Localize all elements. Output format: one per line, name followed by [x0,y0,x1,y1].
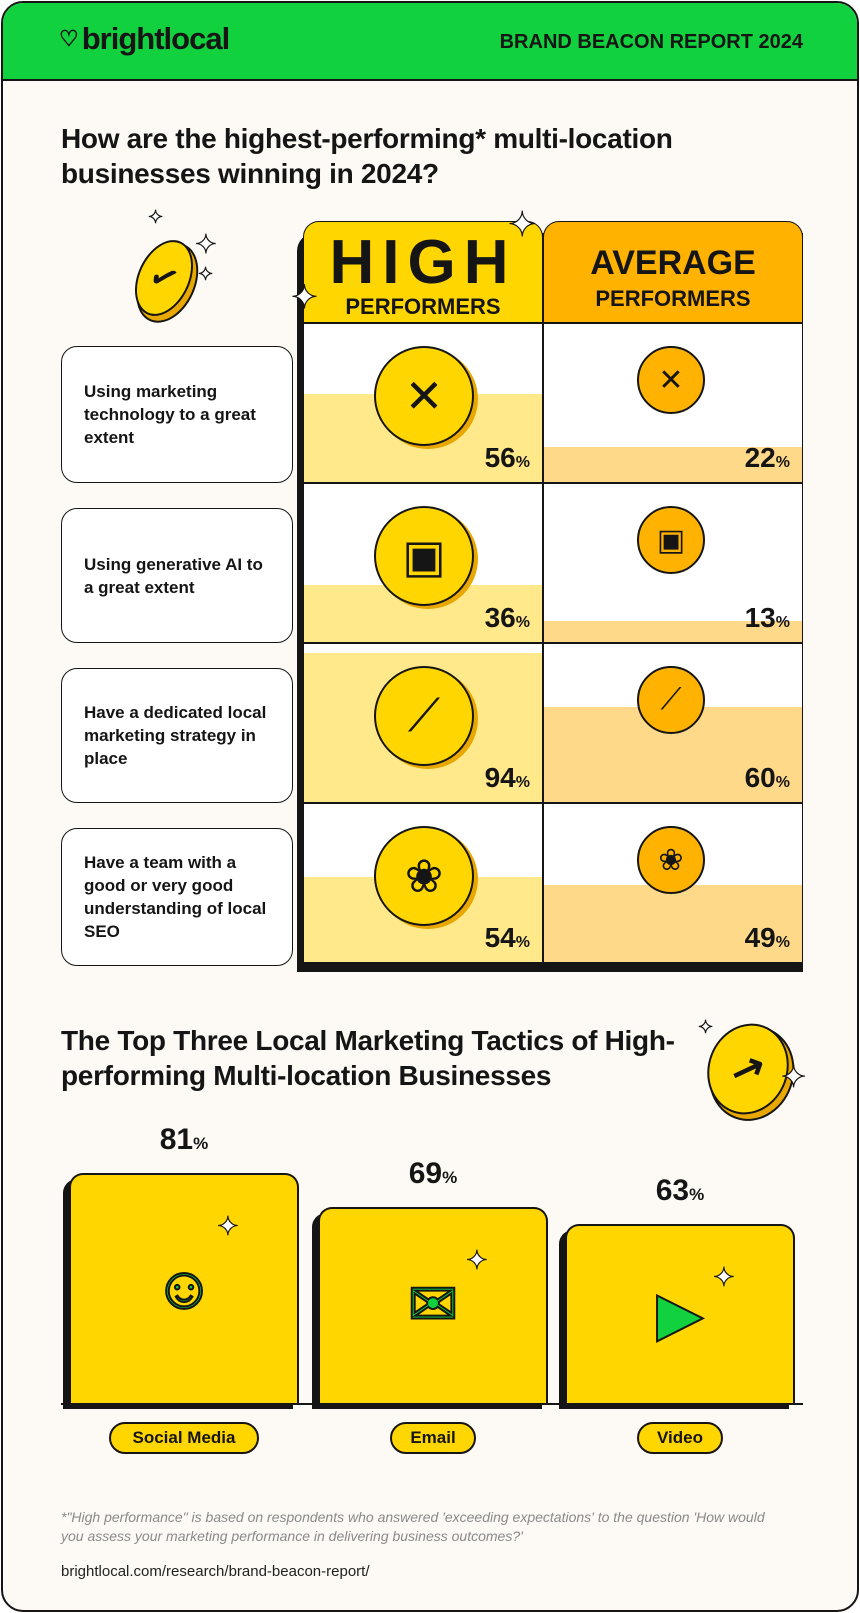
high-cell: ❀ 54% [303,803,543,963]
bar-value: 81% [159,1122,209,1156]
high-value: 36% [484,602,530,633]
header: ♡ brightlocal BRAND BEACON REPORT 2024 [3,3,857,81]
brand-name: brightlocal [81,21,230,56]
social-network-icon: ☺ [152,1253,215,1322]
source-url[interactable]: brightlocal.com/research/brand-beacon-re… [61,1563,370,1580]
section1-title: How are the highest-performing* multi-lo… [61,123,673,189]
sparkle-icon: ✦ [216,1210,239,1241]
column-header-high: HIGH PERFORMERS [303,221,543,323]
row-label: Have a team with a good or very good und… [61,828,293,966]
sparkle-icon: ✦ [147,207,164,227]
row-label: Using generative AI to a great extent [61,508,293,643]
sparkle-icon: ✦ [197,264,214,284]
checkmark-coin-icon: ✓ [123,230,205,326]
tactic-bar [565,1224,795,1403]
average-fill-bar [544,447,802,482]
sparkle-icon: ✦ [507,206,537,244]
sparkle-icon: ✦ [290,279,318,315]
play-icon: ▶ [656,1279,704,1348]
average-value: 60% [744,762,790,793]
average-cell: ❀ 49% [543,803,803,963]
tactic-bar [318,1207,548,1403]
performers-label: PERFORMERS [345,294,501,319]
average-cell: ✕ 22% [543,323,803,483]
tools-icon: ✕ [374,346,474,446]
tactic-label: Social Media [109,1422,259,1454]
average-cell: ▣ 13% [543,483,803,643]
sparkle-icon: ✦ [780,1061,807,1094]
sparkle-icon: ✦ [465,1245,488,1276]
envelope-icon: ✉ [407,1270,459,1339]
average-value: 49% [744,922,790,953]
high-cell: ⟋ 94% [303,643,543,803]
bar-value: 69% [408,1157,458,1191]
performers-label: PERFORMERS [595,286,751,311]
brain-icon: ❀ [637,826,705,894]
compass-icon: ⟋ [637,666,705,734]
bar-value: 63% [655,1174,705,1208]
average-fill-bar [544,884,802,962]
row-label: Have a dedicated local marketing strateg… [61,668,293,803]
row-label-text: Using marketing technology to a great ex… [84,382,256,447]
tactic-label: Video [637,1422,723,1454]
tactic-label: Email [390,1422,476,1454]
robot-icon: ▣ [637,506,705,574]
high-label: HIGH [329,228,517,297]
footnote: *"High performance" is based on responde… [61,1509,765,1544]
average-label: AVERAGE [590,244,756,282]
brand-logo: ♡ brightlocal [59,21,230,57]
map-pin-heart-icon: ♡ [59,26,79,51]
row-label-text: Have a team with a good or very good und… [84,853,267,941]
baseline [61,1403,803,1405]
high-value: 54% [484,922,530,953]
average-cell: ⟋ 60% [543,643,803,803]
report-title: BRAND BEACON REPORT 2024 [499,31,803,53]
average-value: 22% [744,442,790,473]
sparkle-icon: ✦ [194,229,217,259]
sparkle-icon: ✦ [697,1017,714,1037]
sparkle-icon: ✦ [712,1262,735,1293]
high-cell: ✕ 56% [303,323,543,483]
average-fill-bar [544,621,802,642]
average-value: 13% [744,602,790,633]
row-label: Using marketing technology to a great ex… [61,346,293,483]
compass-icon: ⟋ [374,666,474,766]
row-label-text: Using generative AI to a great extent [84,554,263,597]
section2-title: The Top Three Local Marketing Tactics of… [61,1025,675,1091]
row-label-text: Have a dedicated local marketing strateg… [84,703,267,768]
high-cell: ▣ 36% [303,483,543,643]
tactic-bar [69,1172,299,1403]
column-header-average: AVERAGE PERFORMERS [543,221,803,323]
high-value: 94% [484,762,530,793]
brain-icon: ❀ [374,826,474,926]
high-value: 56% [484,442,530,473]
robot-icon: ▣ [374,506,474,606]
tools-icon: ✕ [637,346,705,414]
